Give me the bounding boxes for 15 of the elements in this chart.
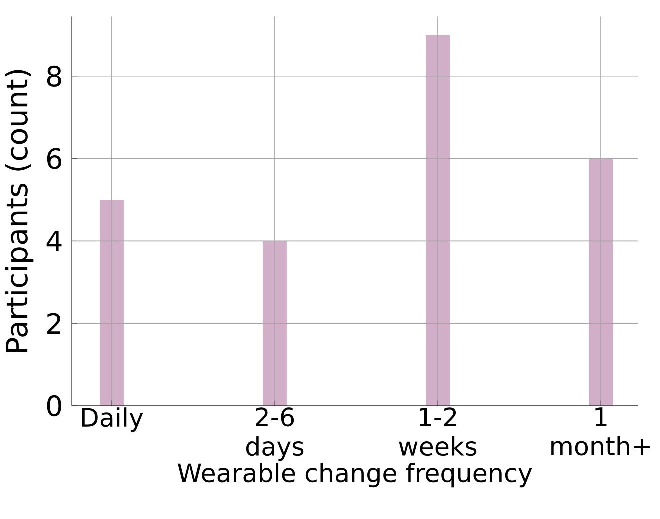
bar xyxy=(426,35,450,406)
y-tick-label: 4 xyxy=(46,231,62,252)
bar xyxy=(262,241,287,406)
x-axis-title: Wearable change frequency xyxy=(178,463,532,488)
x-tick-label: 1-2 weeks xyxy=(399,408,477,456)
x-tick-label: Daily xyxy=(82,408,144,432)
x-tick-label: 2-6 days xyxy=(246,408,304,462)
y-axis-title: Participants (count) xyxy=(5,70,34,352)
x-tick-label: 1 month+ xyxy=(552,408,650,456)
y-tick-label: 0 xyxy=(47,395,62,417)
y-tick-label: 6 xyxy=(47,148,62,170)
bar xyxy=(589,158,613,406)
y-tick-label: 2 xyxy=(48,313,60,334)
y-tick-label: 8 xyxy=(47,66,62,87)
bar xyxy=(100,200,124,406)
